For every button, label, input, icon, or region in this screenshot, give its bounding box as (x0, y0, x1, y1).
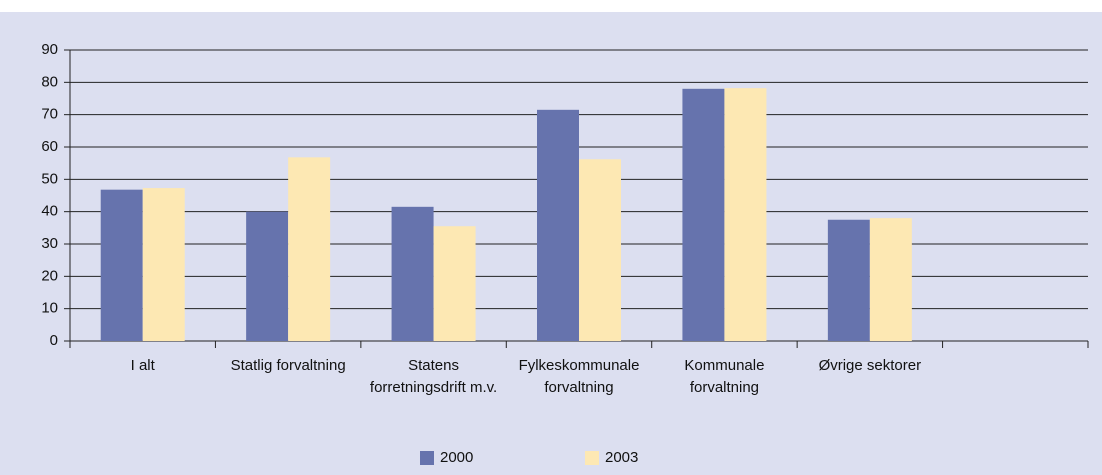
bar (142, 188, 185, 341)
bar (682, 88, 725, 341)
bar (827, 219, 870, 341)
bar (391, 206, 434, 341)
y-tick-label: 0 (50, 332, 58, 349)
y-tick-label: 50 (41, 170, 58, 187)
legend-label: 2000 (440, 449, 473, 466)
legend-label: 2003 (605, 449, 638, 466)
bar (579, 159, 621, 341)
bar (869, 218, 912, 341)
x-tick-label: Statens forretningsdrift m.v. (369, 357, 498, 396)
bar (288, 157, 331, 341)
x-tick-label: Kommunale forvaltning (684, 357, 765, 396)
y-tick-label: 80 (41, 73, 58, 90)
bar (537, 109, 579, 341)
legend-swatch (420, 451, 434, 465)
y-tick-label: 90 (41, 41, 58, 58)
y-tick-label: 70 (41, 106, 58, 123)
y-tick-label: 40 (41, 203, 58, 220)
x-tick-label: Fylkeskommunale forvaltning (518, 357, 640, 396)
x-tick-label: Statlig forvaltning (230, 357, 346, 374)
bar (724, 88, 767, 341)
x-tick-label: I alt (130, 357, 155, 374)
y-tick-label: 20 (41, 267, 58, 284)
bar (246, 211, 289, 341)
bar (100, 189, 143, 341)
y-tick-label: 60 (41, 138, 58, 155)
bar (433, 226, 476, 341)
y-tick-label: 30 (41, 235, 58, 252)
y-tick-label: 10 (41, 300, 58, 317)
legend-swatch (585, 451, 599, 465)
x-tick-label: Øvrige sektorer (818, 357, 922, 374)
